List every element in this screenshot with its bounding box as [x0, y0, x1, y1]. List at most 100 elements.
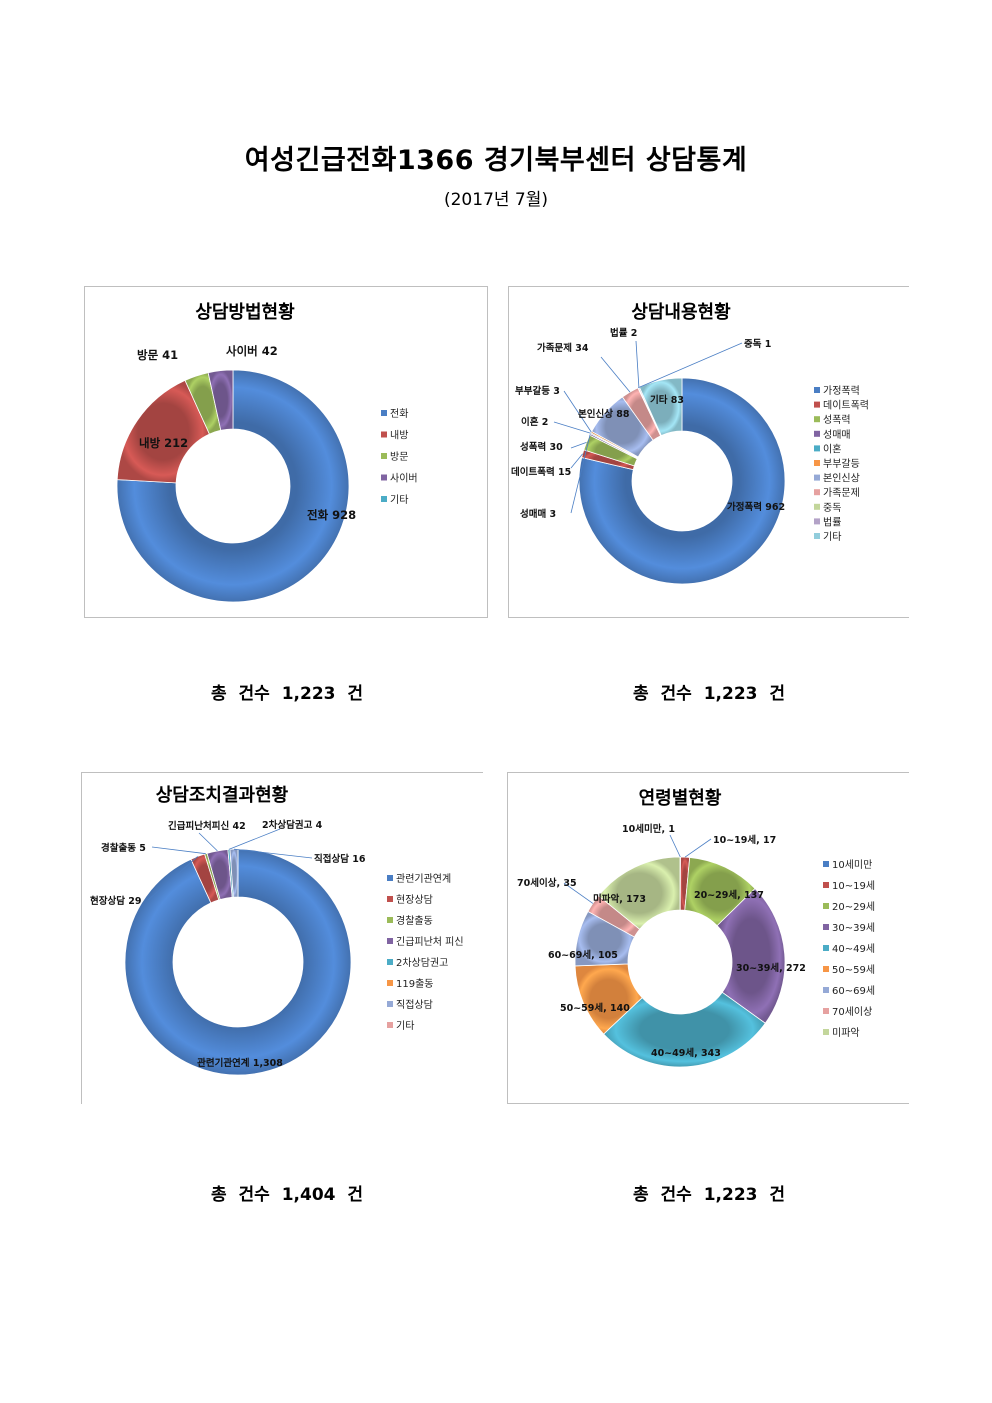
legend-label: 부부갈등	[823, 457, 860, 470]
legend-swatch	[814, 416, 820, 423]
legend-swatch	[381, 453, 387, 459]
legend-label: 기타	[390, 494, 408, 506]
legend-swatch	[387, 980, 393, 986]
leader-line	[570, 434, 591, 514]
legend-swatch	[381, 474, 387, 481]
legend-swatch	[814, 474, 820, 481]
legend-swatch	[823, 966, 829, 972]
legend-swatch	[814, 445, 820, 452]
legend-swatch	[387, 896, 393, 902]
legend-swatch	[387, 917, 393, 923]
legend-label: 데이트폭력	[823, 400, 869, 412]
legend-label: 기타	[823, 531, 841, 543]
legend-swatch	[381, 431, 387, 438]
legend-label: 이혼	[823, 442, 841, 455]
legend-label: 본인신상	[823, 473, 860, 485]
donut-slice-action-6	[229, 848, 239, 898]
data-label: 직접상담 16	[314, 853, 366, 865]
legend-label: 20~29세	[832, 901, 875, 913]
data-label: 60~69세, 105	[548, 949, 618, 961]
page-title: 여성긴급전화1366 경기북부센터 상담통계	[244, 145, 748, 176]
data-label: 본인신상 88	[578, 408, 630, 420]
data-label: 40~49세, 343	[651, 1047, 721, 1059]
chart-age-svg: 연령별현황 10세미만, 1 10~19세, 17 20~29세, 137 30~39세…	[517, 788, 875, 1068]
legend-label: 중독	[823, 502, 841, 514]
donut-slice-method-1	[116, 379, 210, 484]
legend-label: 50~59세	[832, 964, 875, 976]
chart-title: 상담조치결과현황	[156, 785, 289, 806]
legend-swatch	[387, 959, 393, 965]
data-label: 경찰출동 5	[101, 842, 146, 854]
legend-label: 현장상담	[396, 894, 433, 906]
legend-swatch	[823, 945, 829, 951]
legend-swatch	[823, 924, 829, 930]
leader-line	[684, 838, 712, 858]
legend-swatch	[823, 882, 829, 888]
legend-swatch	[381, 496, 387, 502]
data-label: 기타 83	[650, 394, 684, 406]
legend-label: 법률	[823, 516, 841, 528]
legend-label: 전화	[390, 408, 408, 420]
legend-label: 방문	[390, 451, 408, 463]
legend-swatch	[823, 861, 829, 867]
legend-label: 미파악	[832, 1027, 860, 1039]
legend-swatch	[814, 533, 820, 539]
leader-line	[228, 828, 281, 850]
data-label: 내방 212	[139, 436, 188, 450]
total-count-action: 총 건수 1,404 건	[210, 1185, 364, 1205]
donut-slice-age-4	[603, 991, 766, 1068]
leader-line	[233, 848, 313, 859]
legend-swatch	[814, 460, 820, 466]
data-label: 관련기관연계 1,308	[197, 1057, 283, 1069]
data-label: 전화 928	[307, 508, 356, 522]
leader-line	[198, 832, 218, 852]
data-label: 사이버 42	[226, 344, 278, 358]
legend-label: 경찰출동	[396, 914, 433, 927]
data-label: 데이트폭력 15	[511, 466, 571, 478]
data-label: 법률 2	[610, 327, 637, 339]
data-label: 긴급피난처피신 42	[168, 820, 246, 832]
chart-panel-method: 상담방법현황 전화 928 내방 212 방문 41 사이버 42 전화 내방 방문 사이버 기타	[84, 286, 488, 618]
legend-swatch	[823, 987, 829, 993]
leader-line	[635, 340, 640, 388]
legend-label: 성매매	[823, 429, 851, 441]
legend-swatch	[814, 430, 820, 437]
legend-label: 성폭력	[823, 414, 851, 426]
donut-slice-content-10	[638, 377, 683, 437]
donut-slice-method-0	[116, 369, 350, 603]
donut-slice-method-3	[207, 369, 234, 431]
legend-swatch	[814, 518, 820, 525]
legend-swatch	[814, 489, 820, 496]
total-count-content: 총 건수 1,223 건	[632, 684, 786, 704]
legend-label: 10세미만	[832, 859, 872, 871]
legend-label: 가정폭력	[823, 385, 860, 397]
legend-swatch	[387, 1022, 393, 1028]
data-label: 10세미만, 1	[622, 823, 675, 835]
legend-swatch	[381, 410, 387, 416]
data-label: 50~59세, 140	[560, 1002, 630, 1014]
leader-line	[563, 390, 592, 433]
legend-label: 60~69세	[832, 985, 875, 997]
legend-label: 가족문제	[823, 487, 860, 499]
chart-title: 연령별현황	[639, 788, 722, 809]
legend-label: 10~19세	[832, 880, 875, 892]
data-label: 20~29세, 137	[694, 889, 764, 901]
data-label: 가정폭력 962	[727, 501, 785, 513]
leader-line	[147, 856, 198, 901]
legend-label: 기타	[396, 1020, 414, 1032]
data-label: 미파악, 173	[593, 893, 646, 905]
legend-swatch	[387, 1001, 393, 1007]
legend-label: 직접상담	[396, 999, 433, 1011]
data-label: 현장상담 29	[90, 895, 142, 907]
legend-label: 30~39세	[832, 922, 875, 934]
data-label: 2차상담권고 4	[262, 819, 323, 831]
data-label: 성매매 3	[520, 508, 556, 520]
data-label: 10~19세, 17	[713, 834, 776, 846]
legend-swatch	[814, 387, 820, 393]
leader-line	[553, 421, 591, 434]
legend-label: 내방	[390, 430, 408, 442]
